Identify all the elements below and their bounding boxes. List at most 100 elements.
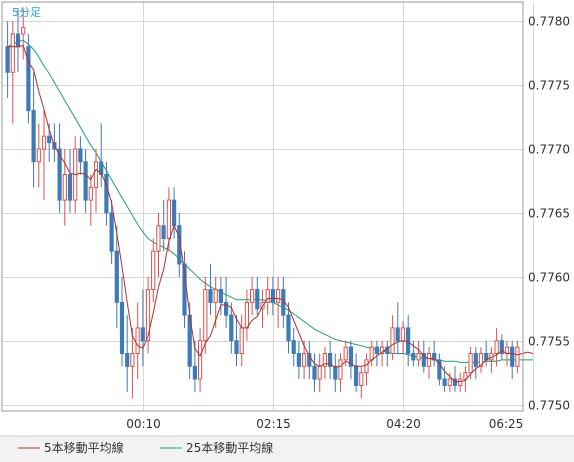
candle-body	[452, 378, 458, 386]
candle-50	[265, 276, 270, 316]
candle-77	[406, 315, 411, 367]
legend: 5本移動平均線 25本移動平均線	[18, 440, 273, 455]
candle-body	[343, 346, 348, 361]
candle-15	[83, 149, 88, 213]
candle-14	[78, 136, 83, 175]
candle-body	[5, 46, 10, 73]
candle-body	[239, 327, 244, 354]
legend-item-ma5: 5本移動平均線	[18, 440, 124, 455]
candle-body	[104, 174, 109, 214]
candle-body	[99, 161, 104, 176]
x-tick-label-1: 02:15	[256, 417, 291, 431]
y-tick-label-5: 0.7775	[528, 79, 570, 93]
candle-body	[208, 289, 213, 303]
candle-body	[374, 346, 379, 355]
x-tick-label-3: 06:25	[489, 417, 524, 431]
ma5-line	[7, 44, 534, 383]
candle-body	[499, 340, 504, 355]
candle-body	[296, 353, 301, 367]
candle-29	[156, 212, 161, 277]
candle-body	[307, 353, 312, 367]
candle-25	[135, 302, 140, 379]
candle-90	[473, 347, 478, 379]
candle-69	[364, 353, 369, 386]
ma25-line	[7, 39, 533, 363]
candle-74	[390, 315, 395, 360]
candle-body	[57, 148, 62, 201]
candle-body	[198, 340, 203, 380]
candle-body	[224, 301, 229, 316]
candle-48	[255, 276, 260, 316]
y-tick-label-4: 0.7770	[528, 143, 570, 157]
candle-body	[93, 161, 99, 188]
candle-body	[463, 372, 468, 380]
candle-75	[395, 302, 400, 354]
candle-body	[421, 353, 426, 367]
candle-80	[421, 340, 426, 373]
candle-66	[348, 340, 353, 379]
y-tick-label-3: 0.7765	[528, 207, 570, 221]
legend-bar	[0, 436, 574, 462]
candle-body	[281, 289, 286, 316]
candle-body	[36, 148, 41, 163]
candle-body	[510, 346, 515, 367]
candle-47	[250, 276, 255, 316]
candle-body	[359, 372, 364, 387]
candle-body	[67, 174, 73, 201]
candle-10	[57, 123, 62, 213]
candle-body	[151, 250, 156, 290]
candle-body	[203, 289, 208, 342]
candle-88	[463, 366, 468, 392]
plot-frame	[1, 1, 524, 412]
candle-18	[99, 123, 104, 188]
candle-37	[198, 327, 203, 392]
candle-24	[130, 327, 135, 399]
candle-19	[104, 161, 109, 226]
candle-body	[47, 135, 52, 144]
candle-86	[452, 366, 458, 392]
candle-body	[395, 327, 400, 342]
candle-42	[224, 276, 229, 328]
candle-body	[302, 353, 307, 367]
candle-16	[88, 174, 93, 226]
ma25-line-layer	[7, 39, 533, 363]
candle-71	[374, 340, 379, 367]
candle-body	[426, 353, 432, 367]
y-axis-tick-labels: 0.7750 0.7755 0.7760 0.7765 0.7770 0.7775 0.77…	[528, 15, 570, 413]
timeframe-label: 5分足	[12, 6, 41, 19]
candle-59	[312, 353, 317, 392]
ma5-line-layer	[7, 44, 534, 383]
candle-body	[234, 340, 239, 355]
candle-43	[229, 302, 234, 354]
candle-body	[114, 250, 119, 303]
candle-28	[151, 238, 156, 303]
legend-label-ma25: 25本移動平均線	[186, 440, 273, 455]
candle-1	[10, 21, 15, 124]
candle-22	[119, 276, 125, 367]
candle-body	[26, 46, 31, 112]
candle-51	[270, 276, 275, 316]
candle-34	[182, 251, 187, 328]
candle-body	[400, 327, 405, 342]
candle-97	[510, 340, 515, 379]
candle-body	[161, 225, 166, 239]
candle-body	[411, 353, 416, 361]
candle-27	[145, 276, 151, 354]
candle-body	[88, 186, 93, 201]
x-tick-label-0: 00:10	[126, 417, 161, 431]
candle-65	[343, 340, 348, 367]
candle-body	[109, 212, 114, 252]
y-tick-label-2: 0.7760	[528, 271, 570, 285]
candle-body	[494, 340, 499, 355]
candle-body	[333, 365, 338, 380]
candle-body	[156, 225, 161, 252]
candle-54	[286, 302, 291, 354]
candle-body	[515, 346, 520, 367]
candle-body	[432, 353, 437, 361]
legend-item-ma25: 25本移動平均線	[160, 440, 273, 455]
candle-23	[125, 315, 130, 392]
candle-body	[406, 327, 411, 354]
candle-41	[218, 276, 224, 316]
candle-body	[83, 161, 88, 201]
